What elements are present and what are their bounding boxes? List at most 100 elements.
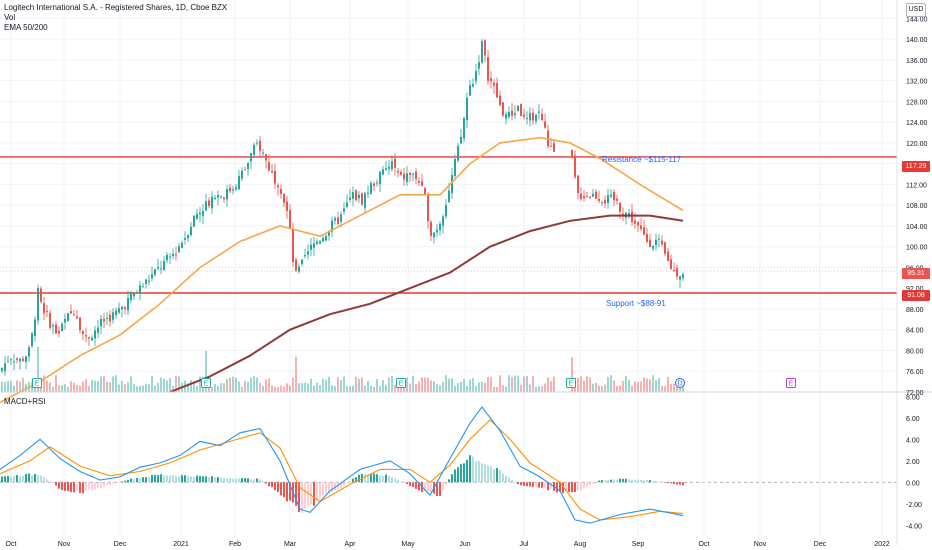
candle-body	[79, 317, 81, 331]
candle-body	[223, 197, 225, 200]
volume-bar	[619, 385, 621, 392]
macd-histogram-bar	[250, 479, 252, 483]
volume-bar	[505, 386, 507, 392]
resistance-label: Resistance ~$115-117	[602, 155, 682, 164]
marker-letter: E	[204, 381, 209, 388]
candle-body	[193, 215, 195, 227]
candle-body	[592, 193, 594, 197]
volume-bar	[454, 385, 456, 392]
macd-histogram-bar	[619, 478, 621, 483]
volume-bar	[514, 375, 516, 392]
volume-bar	[325, 379, 327, 392]
volume-bar	[544, 383, 546, 392]
macd-histogram-bar	[496, 468, 498, 483]
macd-histogram-bar	[625, 478, 627, 483]
macd-histogram-bar	[364, 474, 366, 483]
candle-body	[103, 318, 105, 322]
volume-bar	[109, 382, 111, 392]
macd-histogram-bar	[655, 481, 657, 483]
macd-histogram-bar	[175, 475, 177, 483]
volume-bar	[286, 383, 288, 392]
candle-body	[439, 223, 441, 231]
macd-histogram-bar	[229, 478, 231, 483]
macd-histogram-bar	[562, 482, 564, 494]
candle-body	[400, 172, 402, 175]
volume-bar	[256, 377, 258, 392]
macd-histogram-bar	[412, 482, 414, 488]
macd-histogram-bar	[214, 477, 216, 483]
macd-histogram-bar	[397, 479, 399, 483]
volume-bar	[166, 380, 168, 392]
volume-bar	[382, 380, 384, 392]
macd-histogram-bar	[409, 482, 411, 487]
macd-histogram-bar	[160, 474, 162, 483]
candle-body	[61, 323, 63, 332]
candle-body	[259, 140, 261, 152]
volume-bar	[511, 376, 513, 392]
candle-body	[583, 196, 585, 199]
volume-bar	[355, 376, 357, 392]
volume-bar	[499, 375, 501, 392]
macd-histogram-bar	[445, 482, 447, 485]
volume-bar	[379, 386, 381, 392]
candle-body	[631, 211, 633, 223]
candle-body	[133, 293, 135, 297]
volume-bar	[442, 381, 444, 392]
macd-histogram-bar	[424, 482, 426, 491]
macd-histogram-bar	[487, 465, 489, 483]
macd-histogram-bar	[1, 476, 3, 483]
macd-histogram-bar	[127, 479, 129, 483]
volume-bar	[199, 376, 201, 392]
candle-body	[163, 260, 165, 270]
volume-bar	[250, 377, 252, 392]
y-tick-label: 84.00	[906, 328, 924, 335]
volume-bar	[421, 377, 423, 392]
macd-histogram-bar	[538, 482, 540, 488]
macd-tick-label: 2.00	[906, 459, 920, 466]
candle-body	[160, 268, 162, 270]
volume-bar	[289, 385, 291, 392]
macd-histogram-bar	[517, 482, 519, 485]
volume-bar	[193, 381, 195, 392]
candle-body	[655, 239, 657, 246]
macd-histogram-bar	[415, 482, 417, 489]
volume-bar	[217, 385, 219, 392]
candle-body	[508, 111, 510, 118]
macd-histogram-bar	[88, 482, 90, 490]
candle-body	[682, 274, 684, 278]
macd-histogram-bar	[448, 479, 450, 483]
x-tick-label: Feb	[229, 541, 241, 548]
volume-bar	[616, 386, 618, 392]
macd-histogram-bar	[334, 482, 336, 491]
macd-histogram-bar	[205, 476, 207, 483]
candle-body	[175, 254, 177, 256]
macd-histogram-bar	[4, 476, 6, 483]
macd-histogram-bar	[574, 482, 576, 493]
candle-body	[151, 274, 153, 279]
volume-bar	[646, 378, 648, 392]
currency-button[interactable]: USD	[906, 3, 926, 17]
volume-bar	[409, 383, 411, 392]
macd-histogram-bar	[103, 482, 105, 487]
volume-bar	[586, 376, 588, 392]
macd-histogram-bar	[583, 482, 585, 489]
candle-body	[256, 142, 258, 144]
volume-bar	[487, 377, 489, 392]
candle-body	[16, 358, 18, 360]
candle-body	[58, 331, 60, 334]
macd-histogram-bar	[571, 482, 573, 493]
candle-body	[172, 253, 174, 257]
volume-bar	[283, 386, 285, 392]
volume-bar	[391, 375, 393, 392]
volume-bar	[628, 380, 630, 392]
volume-bar	[466, 385, 468, 392]
candle-body	[376, 182, 378, 184]
x-tick-label: Oct	[6, 541, 17, 548]
volume-bar	[19, 381, 21, 392]
volume-bar	[223, 383, 225, 392]
macd-histogram-bar	[502, 473, 504, 483]
volume-bar	[259, 382, 261, 392]
candle-body	[250, 153, 252, 162]
y-tick-label: 92.00	[906, 286, 924, 293]
